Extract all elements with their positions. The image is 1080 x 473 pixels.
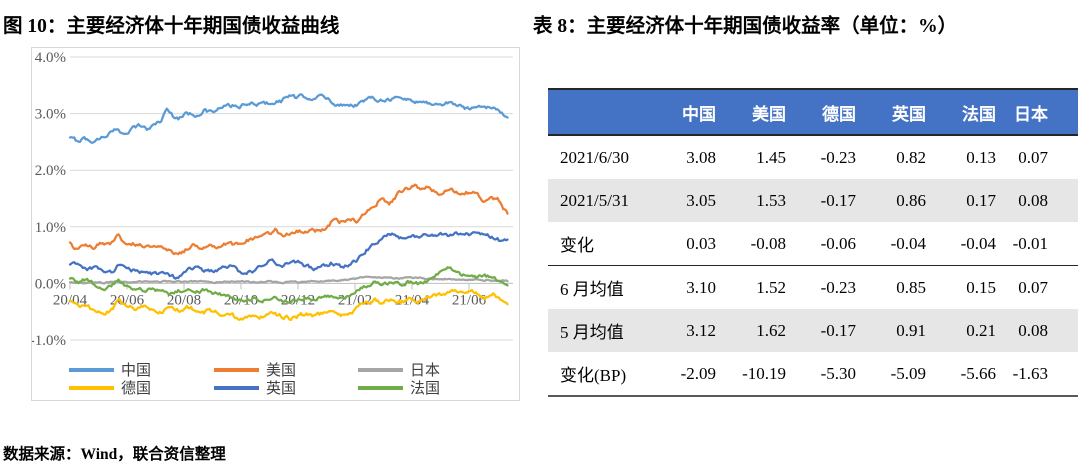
cell-value: -0.23	[820, 147, 856, 167]
cell-value: -0.04	[938, 222, 1008, 266]
legend-label-japan: 日本	[410, 362, 440, 379]
row-label: 5 月均值	[548, 309, 658, 352]
series-line-uk	[68, 231, 509, 280]
cell-value: -0.23	[820, 277, 856, 297]
cell-value: 0.03	[658, 222, 728, 266]
cell-value: 0.85	[896, 277, 926, 297]
x-axis-label: 20/08	[167, 292, 201, 308]
table-row: 变化 0.03 -0.08 -0.06 -0.04 -0.04 -0.01	[548, 222, 1078, 266]
x-axis-label: 21/06	[452, 292, 487, 308]
cell-value: 3.12	[658, 309, 728, 352]
x-axis-label: 20/06	[110, 292, 145, 308]
legend-label-uk: 英国	[266, 379, 296, 397]
cell-value: -0.06	[798, 222, 868, 266]
series-line-germany	[68, 288, 509, 322]
row-label: 6 月均值	[560, 280, 624, 299]
cell-value: -0.17	[798, 179, 868, 222]
yield-table-header-row: 中国 美国 德国 英国 法国 日本	[548, 89, 1078, 136]
data-source: 数据来源：Wind，联合资信整理	[3, 446, 226, 463]
col-header-blank	[548, 89, 658, 136]
row-label: 2021/6/30	[560, 147, 629, 167]
legend-label-germany: 德国	[121, 379, 151, 397]
cell-value: 0.91	[868, 309, 938, 352]
table-row: 2021/6/30 3.08 1.45 -0.23 0.82 0.13 0.07	[548, 135, 1078, 179]
cell-value: 0.17	[938, 179, 1008, 222]
cell-value: -2.09	[680, 363, 716, 383]
bond-yield-chart: 4.0% 3.0% 2.0% 1.0% 0.0% -1.0% 20/04 20/06 20/08…	[31, 47, 520, 401]
table-row: 2021/5/31 3.05 1.53 -0.17 0.86 0.17 0.08	[548, 179, 1078, 222]
y-axis-label: 3.0%	[35, 107, 66, 123]
legend-label-china: 中国	[121, 362, 151, 379]
cell-value: 0.13	[966, 147, 996, 167]
col-header-2: 美国	[728, 89, 798, 136]
y-axis-label: 0.0%	[35, 276, 66, 292]
legend-label-france: 法国	[410, 380, 440, 397]
table-row: 变化(BP) -2.09 -10.19 -5.30 -5.09 -5.66 -1.63	[548, 352, 1078, 396]
cell-value: -0.17	[798, 309, 868, 352]
x-axis-label: 21/02	[338, 292, 372, 308]
cell-value: -5.30	[820, 363, 856, 383]
col-header-5: 法国	[938, 89, 1008, 136]
cell-value: 0.07	[1018, 277, 1048, 297]
series-line-france	[68, 266, 509, 304]
cell-value: 1.45	[756, 147, 786, 167]
cell-value: 0.15	[966, 277, 996, 297]
cell-value: -0.08	[728, 222, 798, 266]
table-row: 5 月均值 3.12 1.62 -0.17 0.91 0.21 0.08	[548, 309, 1078, 352]
cell-value: 0.08	[1008, 309, 1078, 352]
row-label: 2021/5/31	[548, 179, 658, 222]
col-header-4: 英国	[868, 89, 938, 136]
col-header-6: 日本	[1008, 89, 1078, 136]
col-header-3: 德国	[798, 89, 868, 136]
cell-value: -0.01	[1008, 222, 1078, 266]
series-line-japan	[68, 275, 509, 285]
cell-value: 3.05	[658, 179, 728, 222]
cell-value: -0.04	[868, 222, 938, 266]
series-line-usa	[68, 183, 509, 256]
cell-value: -10.19	[742, 363, 786, 383]
cell-value: -5.09	[890, 363, 926, 383]
cell-value: 0.86	[868, 179, 938, 222]
cell-value: 1.52	[756, 277, 786, 297]
bond-yield-chart-canvas: 4.0%3.0%2.0%1.0%0.0%-1.0%20/04 20/06 20/08…	[32, 50, 513, 397]
cell-value: 1.62	[728, 309, 798, 352]
row-label: 变化	[548, 222, 658, 266]
table-title: 表 8：主要经济体十年期国债收益率（单位：%）	[533, 16, 958, 37]
yield-table: 中国 美国 德国 英国 法国 日本 2021/6/30 3.08 1.45 -0.23 0.82 0…	[548, 88, 1078, 397]
y-axis-label: 1.0%	[35, 220, 66, 236]
cell-value: 0.21	[938, 309, 1008, 352]
chart-title: 图 10：主要经济体十年期国债收益曲线	[3, 16, 340, 37]
cell-value: 1.53	[728, 179, 798, 222]
cell-value: 3.10	[686, 277, 716, 297]
cell-value: 0.07	[1018, 147, 1048, 167]
y-axis-label: -1.0%	[32, 333, 66, 349]
y-axis-label: 4.0%	[35, 50, 66, 66]
cell-value: -1.63	[1012, 363, 1048, 383]
table-row: 6 月均值 3.10 1.52 -0.23 0.85 0.15 0.07	[548, 266, 1078, 310]
cell-value: 0.82	[896, 147, 926, 167]
legend-label-usa: 美国	[266, 362, 296, 379]
y-axis-label: 2.0%	[35, 163, 66, 179]
cell-value: -5.66	[960, 363, 996, 383]
col-header-1: 中国	[658, 89, 728, 136]
series-line-china	[68, 93, 509, 144]
cell-value: 3.08	[686, 147, 716, 167]
row-label: 变化(BP)	[560, 366, 627, 385]
cell-value: 0.08	[1008, 179, 1078, 222]
